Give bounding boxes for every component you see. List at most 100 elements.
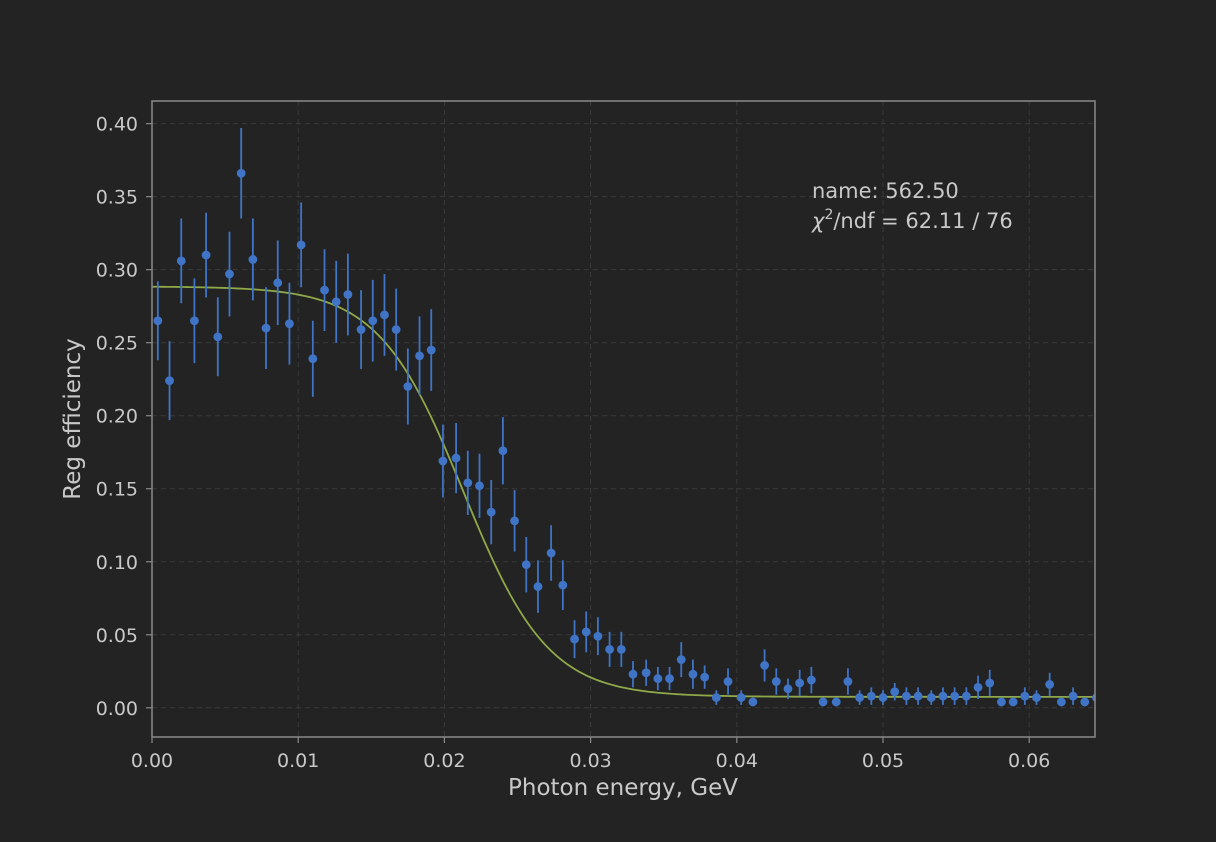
point-marker	[1008, 697, 1018, 707]
data-point	[331, 260, 341, 343]
data-point	[748, 697, 758, 707]
data-point	[581, 611, 591, 653]
point-marker	[605, 644, 615, 654]
data-point	[153, 281, 163, 361]
point-marker	[1092, 693, 1095, 702]
point-marker	[748, 697, 758, 707]
fit-name-label: name: 562.50	[812, 179, 959, 203]
data-point	[308, 320, 318, 397]
data-point	[806, 666, 816, 694]
point-marker	[641, 668, 651, 678]
data-point	[997, 697, 1006, 707]
point-marker	[997, 697, 1006, 707]
point-marker	[902, 691, 911, 701]
point-marker	[273, 278, 283, 288]
data-point	[403, 348, 413, 425]
point-marker	[368, 316, 378, 326]
data-point	[938, 687, 948, 705]
data-point	[665, 666, 674, 691]
x-axis-title: Photon energy, GeV	[508, 775, 738, 801]
point-marker	[676, 655, 686, 664]
point-marker	[426, 345, 436, 355]
point-marker	[878, 693, 888, 702]
data-point	[521, 536, 531, 593]
data-point	[438, 424, 448, 498]
point-marker	[403, 382, 413, 391]
data-point	[818, 697, 828, 707]
data-point	[985, 669, 995, 697]
point-marker	[723, 677, 733, 686]
x-tick-label: 0.02	[423, 750, 465, 772]
data-point	[855, 690, 865, 705]
data-point	[795, 669, 805, 697]
data-point	[783, 678, 793, 700]
point-marker	[201, 250, 211, 260]
point-marker	[356, 325, 366, 334]
data-point	[463, 450, 473, 516]
data-point	[486, 479, 496, 545]
data-point	[878, 690, 888, 705]
point-marker	[950, 691, 960, 701]
data-point	[1080, 697, 1090, 707]
data-point	[285, 282, 294, 365]
point-marker	[866, 691, 876, 701]
point-marker	[308, 354, 318, 364]
point-marker	[985, 678, 995, 688]
x-tick-label: 0.04	[716, 750, 758, 772]
data-point	[1032, 690, 1041, 705]
point-marker	[653, 674, 663, 683]
data-point	[225, 231, 234, 317]
point-marker	[831, 697, 841, 707]
data-point	[498, 417, 508, 485]
point-marker	[795, 678, 805, 688]
point-marker	[236, 168, 246, 178]
axis-ticks: 0.00 0.01 0.02 0.03 0.04 0.05 0.06 0.00 0.05 0.10…	[96, 114, 1051, 772]
data-point	[320, 249, 329, 332]
y-axis-title: Reg efficiency	[60, 338, 86, 499]
data-point	[368, 279, 378, 362]
data-point	[653, 666, 663, 691]
point-marker	[380, 310, 389, 320]
point-marker	[593, 631, 603, 641]
point-marker	[1068, 691, 1078, 701]
data-point	[616, 631, 626, 667]
data-point	[961, 687, 971, 705]
point-marker	[688, 669, 698, 679]
point-marker	[1080, 697, 1090, 707]
data-point	[165, 341, 174, 421]
point-marker	[415, 351, 424, 361]
y-tick-label: 0.00	[96, 698, 138, 720]
data-point	[296, 202, 306, 288]
data-point	[760, 649, 769, 682]
x-tick-label: 0.01	[277, 750, 319, 772]
point-marker	[463, 478, 473, 488]
data-point	[510, 490, 519, 552]
point-marker	[285, 319, 294, 329]
point-marker	[890, 687, 900, 697]
data-point	[831, 697, 841, 707]
point-marker	[771, 677, 781, 686]
data-point	[570, 620, 579, 659]
point-marker	[261, 323, 271, 333]
point-marker	[165, 376, 174, 386]
point-marker	[711, 693, 721, 702]
data-point	[843, 668, 853, 695]
point-marker	[973, 682, 983, 692]
y-tick-label: 0.35	[96, 187, 138, 209]
data-point	[236, 128, 246, 219]
point-marker	[855, 693, 865, 702]
chi2-label: χ2/ndf = 62.11 / 76	[811, 207, 1013, 233]
point-marker	[498, 446, 508, 456]
data-point	[1020, 687, 1030, 705]
y-tick-label: 0.20	[96, 406, 138, 428]
point-marker	[521, 560, 531, 570]
x-tick-label: 0.05	[862, 750, 904, 772]
point-marker	[225, 269, 234, 279]
y-tick-label: 0.40	[96, 114, 138, 136]
y-tick-label: 0.10	[96, 552, 138, 574]
fit-curve	[152, 285, 1095, 698]
point-marker	[570, 634, 579, 644]
chi-symbol: χ	[811, 209, 826, 233]
data-point	[356, 290, 366, 369]
data-point	[676, 642, 686, 678]
